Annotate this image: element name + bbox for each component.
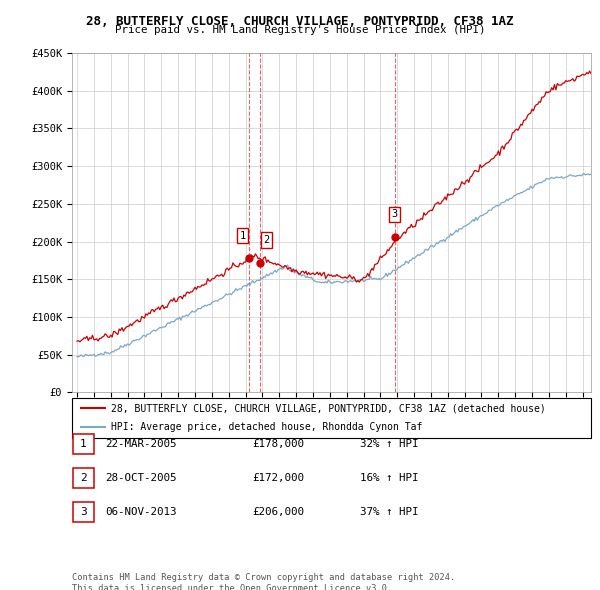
Text: 22-MAR-2005: 22-MAR-2005 (105, 439, 176, 448)
Text: Contains HM Land Registry data © Crown copyright and database right 2024.: Contains HM Land Registry data © Crown c… (72, 573, 455, 582)
Text: 2: 2 (80, 473, 87, 483)
Text: HPI: Average price, detached house, Rhondda Cynon Taf: HPI: Average price, detached house, Rhon… (111, 422, 422, 432)
Text: £178,000: £178,000 (252, 439, 304, 448)
Text: This data is licensed under the Open Government Licence v3.0.: This data is licensed under the Open Gov… (72, 584, 392, 590)
Text: Price paid vs. HM Land Registry's House Price Index (HPI): Price paid vs. HM Land Registry's House … (115, 25, 485, 35)
Text: 28-OCT-2005: 28-OCT-2005 (105, 473, 176, 483)
Text: £172,000: £172,000 (252, 473, 304, 483)
Text: 16% ↑ HPI: 16% ↑ HPI (360, 473, 419, 483)
Text: 2: 2 (263, 235, 269, 245)
Text: 28, BUTTERFLY CLOSE, CHURCH VILLAGE, PONTYPRIDD, CF38 1AZ (detached house): 28, BUTTERFLY CLOSE, CHURCH VILLAGE, PON… (111, 404, 545, 414)
Text: 1: 1 (239, 231, 245, 241)
Text: £206,000: £206,000 (252, 507, 304, 517)
Text: 06-NOV-2013: 06-NOV-2013 (105, 507, 176, 517)
Text: 28, BUTTERFLY CLOSE, CHURCH VILLAGE, PONTYPRIDD, CF38 1AZ: 28, BUTTERFLY CLOSE, CHURCH VILLAGE, PON… (86, 15, 514, 28)
Text: 37% ↑ HPI: 37% ↑ HPI (360, 507, 419, 517)
Text: 32% ↑ HPI: 32% ↑ HPI (360, 439, 419, 448)
Text: 3: 3 (392, 209, 398, 219)
Text: 1: 1 (80, 439, 87, 448)
Text: 3: 3 (80, 507, 87, 517)
